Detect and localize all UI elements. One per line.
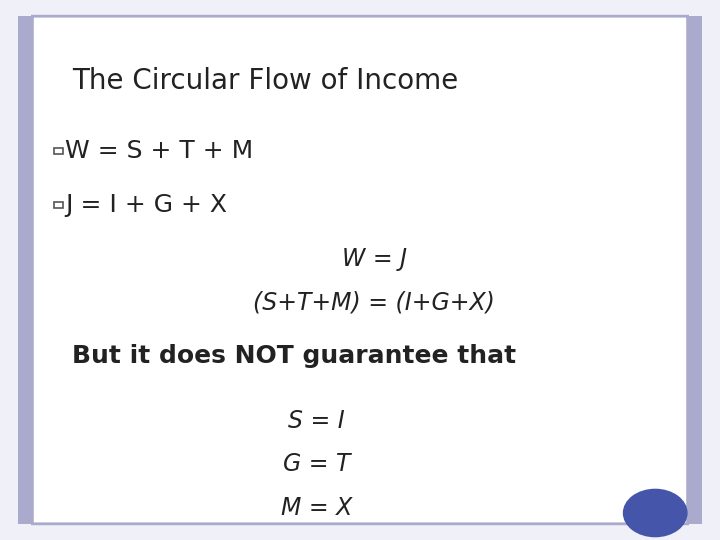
- Circle shape: [623, 489, 688, 537]
- Text: But it does NOT guarantee that: But it does NOT guarantee that: [72, 345, 516, 368]
- Bar: [18, 16, 31, 524]
- Text: The Circular Flow of Income: The Circular Flow of Income: [72, 67, 458, 95]
- Text: W = S + T + M: W = S + T + M: [65, 139, 253, 163]
- Text: G = T: G = T: [283, 453, 351, 476]
- Text: J = I + G + X: J = I + G + X: [65, 193, 227, 217]
- Text: (S+T+M) = (I+G+X): (S+T+M) = (I+G+X): [253, 291, 495, 314]
- Bar: [54, 202, 63, 208]
- Text: W = J: W = J: [342, 247, 407, 271]
- Text: S = I: S = I: [289, 409, 345, 433]
- Bar: [54, 148, 63, 154]
- Text: M = X: M = X: [282, 496, 352, 519]
- FancyBboxPatch shape: [32, 16, 688, 524]
- Bar: [689, 16, 702, 524]
